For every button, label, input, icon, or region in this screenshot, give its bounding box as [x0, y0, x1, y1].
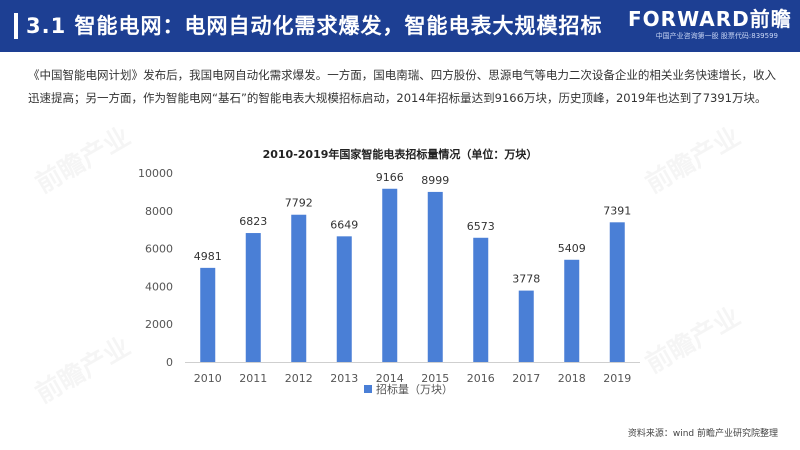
- x-tick-label: 2012: [285, 372, 313, 385]
- x-tick-label: 2015: [421, 372, 449, 385]
- bar-2015: [427, 191, 443, 362]
- data-label-2017: 3778: [512, 273, 540, 286]
- y-tick-label: 4000: [145, 280, 173, 293]
- data-label-2011: 6823: [239, 215, 267, 228]
- intro-paragraph: 《中国智能电网计划》发布后，我国电网自动化需求爆发。一方面，国电南瑞、四方股份、…: [28, 68, 776, 105]
- data-label-2015: 8999: [421, 174, 449, 187]
- data-label-2012: 7792: [285, 197, 313, 210]
- y-tick-label: 0: [166, 356, 173, 369]
- data-label-2019: 7391: [603, 204, 631, 217]
- bar-2010: [200, 267, 216, 362]
- data-label-2018: 5409: [558, 242, 586, 255]
- data-label-2014: 9166: [376, 171, 404, 184]
- y-tick-label: 2000: [145, 318, 173, 331]
- bar-2016: [473, 237, 489, 362]
- y-tick-label: 6000: [145, 243, 173, 256]
- x-tick-label: 2018: [558, 372, 586, 385]
- y-tick-label: 10000: [138, 167, 173, 180]
- bar-2019: [609, 222, 625, 362]
- source-note: 资料来源：wind 前瞻产业研究院整理: [627, 429, 778, 439]
- x-tick-label: 2011: [239, 372, 267, 385]
- x-tick-label: 2014: [376, 372, 404, 385]
- logo-tagline: 中国产业咨询第一股 股票代码:839599: [655, 32, 778, 40]
- company-logo: FORWARD前瞻 中国产业咨询第一股 股票代码:839599: [628, 7, 792, 41]
- logo-brand: FORWARD前瞻: [628, 7, 792, 31]
- title-accent-bar: [14, 13, 18, 39]
- x-tick-label: 2013: [330, 372, 358, 385]
- header-bar: 3.1 智能电网：电网自动化需求爆发，智能电表大规模招标 FORWARD前瞻 中…: [0, 0, 800, 52]
- page-title: 3.1 智能电网：电网自动化需求爆发，智能电表大规模招标: [26, 14, 603, 38]
- bar-2011: [245, 233, 261, 362]
- bar-2018: [564, 259, 580, 362]
- x-tick-label: 2016: [467, 372, 495, 385]
- data-label-2010: 4981: [194, 250, 222, 263]
- legend-swatch: [364, 385, 372, 393]
- x-tick-label: 2010: [194, 372, 222, 385]
- bar-2013: [336, 236, 352, 362]
- bar-2014: [382, 188, 398, 362]
- data-label-2013: 6649: [330, 218, 358, 231]
- bar-2012: [291, 214, 307, 362]
- bar-2017: [518, 290, 534, 362]
- x-tick-label: 2019: [603, 372, 631, 385]
- y-tick-label: 8000: [145, 205, 173, 218]
- data-label-2016: 6573: [467, 220, 495, 233]
- x-tick-label: 2017: [512, 372, 540, 385]
- chart-title: 2010-2019年国家智能电表招标量情况（单位：万块）: [262, 148, 538, 161]
- legend-label: 招标量（万块）: [376, 382, 453, 396]
